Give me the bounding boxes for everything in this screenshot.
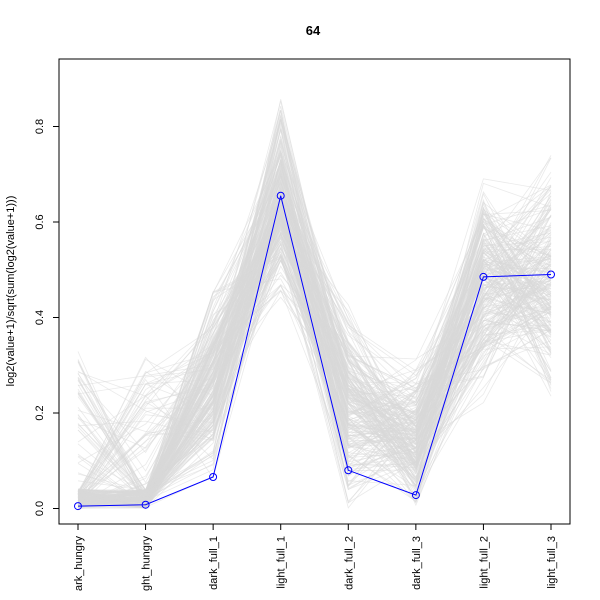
x-tick-label: ght_hungry (141, 536, 153, 592)
background-line (77, 158, 552, 498)
y-tick-label: 0.6 (34, 214, 46, 229)
series-point (344, 466, 353, 475)
x-tick-label: ark_hungry (73, 536, 85, 592)
background-line (77, 128, 552, 498)
background-lines (77, 99, 552, 510)
x-tick-label: light_full_2 (478, 536, 490, 589)
background-line (77, 188, 552, 505)
y-tick-label: 0.4 (34, 310, 46, 325)
x-tick-label: light_full_1 (276, 536, 288, 589)
background-line (77, 204, 552, 496)
series-point (141, 500, 150, 509)
background-line (77, 222, 552, 505)
background-line (77, 99, 552, 497)
series-line (77, 195, 552, 507)
plot-frame (58, 58, 571, 525)
x-tick-label: dark_full_2 (343, 536, 355, 590)
highlight-series (74, 191, 555, 511)
y-tick-label: 0.2 (34, 405, 46, 420)
y-axis-label: log2(value+1)/sqrt(sum(log2(value+1))) (5, 196, 17, 387)
x-tick-label: dark_full_3 (411, 536, 423, 590)
series-point (411, 491, 420, 500)
series-point (547, 270, 555, 279)
y-axis: 0.0 0.2 0.4 0.6 0.8 (34, 119, 59, 516)
series-point (209, 473, 218, 481)
y-tick-label: 0.0 (34, 501, 46, 516)
y-tick-label: 0.8 (34, 119, 46, 134)
x-tick-label: dark_full_1 (208, 536, 220, 590)
series-point (276, 191, 285, 200)
chart-title: 64 (306, 23, 321, 38)
background-line (77, 253, 552, 509)
series-point (74, 502, 82, 511)
x-axis: ark_hungry ght_hungry dark_full_1 light_ful… (73, 524, 558, 591)
series-point (479, 272, 488, 281)
background-line (77, 214, 552, 496)
background-line (77, 185, 552, 501)
background-line (77, 119, 552, 509)
background-line (77, 257, 552, 505)
x-tick-label: light_full_3 (546, 536, 558, 589)
